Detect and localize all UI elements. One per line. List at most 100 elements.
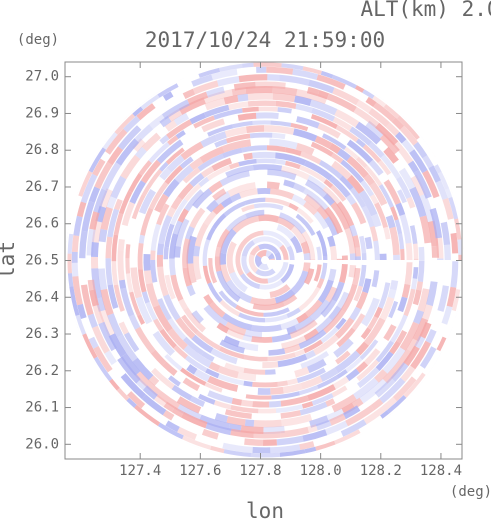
echo-cell bbox=[162, 410, 175, 421]
echo-cell bbox=[240, 273, 261, 289]
echo-cell bbox=[207, 282, 223, 303]
echo-cell bbox=[136, 379, 148, 391]
echo-cell bbox=[385, 122, 400, 137]
echo-cell bbox=[285, 147, 302, 156]
echo-cell bbox=[200, 134, 218, 148]
echo-cell bbox=[168, 375, 181, 387]
echo-cell bbox=[202, 239, 211, 266]
echo-cell bbox=[413, 258, 419, 260]
echo-cell bbox=[283, 179, 296, 189]
echo-cell bbox=[419, 346, 437, 369]
echo-cell bbox=[158, 214, 173, 245]
echo-cell bbox=[437, 285, 449, 312]
echo-cell bbox=[388, 300, 399, 319]
echo-cell bbox=[315, 316, 333, 334]
echo-cell bbox=[136, 103, 156, 121]
echo-cell bbox=[102, 132, 118, 150]
echo-cell bbox=[244, 438, 264, 446]
echo-cell bbox=[89, 289, 99, 307]
echo-cell bbox=[403, 372, 426, 398]
echo-cell bbox=[118, 125, 142, 151]
echo-cell bbox=[120, 287, 135, 317]
echo-cell bbox=[206, 227, 216, 241]
echo-cell bbox=[316, 230, 328, 257]
y-tick-label: 26.8 bbox=[25, 142, 59, 158]
echo-cell bbox=[380, 154, 401, 180]
echo-cell bbox=[386, 395, 407, 414]
echo-cell bbox=[425, 329, 437, 344]
echo-cell bbox=[150, 349, 167, 366]
chart-title: 2017/10/24 21:59:00 bbox=[145, 28, 385, 52]
echo-cell bbox=[258, 243, 279, 255]
echo-cell bbox=[183, 336, 205, 356]
echo-cell bbox=[257, 214, 280, 223]
echo-cell bbox=[272, 86, 298, 96]
echo-cell bbox=[171, 406, 184, 418]
echo-cell bbox=[237, 112, 257, 121]
echo-cell bbox=[67, 273, 74, 287]
echo-cell bbox=[105, 128, 128, 155]
echo-cell bbox=[178, 97, 206, 115]
echo-cell bbox=[274, 251, 282, 260]
echo-cell bbox=[141, 394, 167, 416]
y-tick-label: 26.2 bbox=[25, 363, 59, 379]
echo-cell bbox=[203, 294, 214, 306]
echo-cell bbox=[274, 289, 296, 305]
echo-cell bbox=[217, 373, 245, 386]
y-unit: (deg) bbox=[17, 32, 59, 48]
y-tick-label: 26.3 bbox=[25, 326, 59, 342]
echo-cell bbox=[153, 304, 173, 333]
echo-cell bbox=[335, 317, 347, 330]
echo-cell bbox=[355, 121, 382, 145]
echo-cell bbox=[373, 102, 396, 122]
echo-cell bbox=[169, 233, 179, 259]
echo-cell bbox=[389, 226, 400, 256]
echo-cell bbox=[98, 228, 108, 243]
echo-cell bbox=[463, 242, 464, 260]
echo-cell bbox=[349, 306, 362, 321]
echo-cell bbox=[192, 256, 202, 281]
echo-cell bbox=[235, 304, 264, 317]
echo-cell bbox=[79, 230, 88, 259]
echo-cell bbox=[219, 339, 245, 354]
echo-cell bbox=[191, 334, 214, 354]
echo-cell bbox=[208, 258, 218, 284]
echo-cell bbox=[349, 253, 357, 260]
echo-cell bbox=[81, 200, 95, 232]
y-tick-label: 26.6 bbox=[25, 216, 59, 232]
echo-cell bbox=[413, 309, 425, 325]
echo-cell bbox=[332, 116, 353, 132]
echo-cell bbox=[157, 243, 165, 255]
echo-cell bbox=[346, 139, 374, 164]
echo-cell bbox=[299, 401, 328, 416]
echo-cell bbox=[323, 179, 334, 189]
x-tick-label: 128.0 bbox=[300, 463, 342, 479]
echo-cell bbox=[182, 435, 212, 450]
echo-cell bbox=[251, 324, 282, 333]
echo-cell bbox=[367, 316, 379, 331]
echo-cell bbox=[398, 233, 405, 250]
echo-cell bbox=[383, 179, 401, 205]
echo-cell bbox=[244, 419, 255, 427]
echo-cell bbox=[180, 367, 207, 386]
echo-cell bbox=[385, 215, 396, 229]
echo-cell bbox=[176, 396, 202, 414]
echo-cell bbox=[213, 400, 232, 410]
echo-cell bbox=[280, 395, 309, 407]
echo-cell bbox=[290, 235, 303, 254]
echo-cell bbox=[67, 253, 72, 274]
echo-cell bbox=[320, 70, 334, 79]
echo-cell bbox=[300, 375, 323, 390]
echo-cell bbox=[304, 319, 318, 332]
echo-cell bbox=[316, 205, 330, 220]
echo-cell bbox=[165, 147, 185, 165]
echo-cell bbox=[230, 192, 242, 203]
radar-field bbox=[66, 61, 464, 459]
echo-cell bbox=[264, 125, 295, 135]
echo-cell bbox=[414, 335, 426, 349]
echo-cell bbox=[393, 141, 414, 165]
echo-cell bbox=[157, 422, 184, 440]
echo-cell bbox=[263, 307, 290, 317]
echo-cell bbox=[296, 89, 328, 105]
echo-cell bbox=[216, 228, 231, 249]
